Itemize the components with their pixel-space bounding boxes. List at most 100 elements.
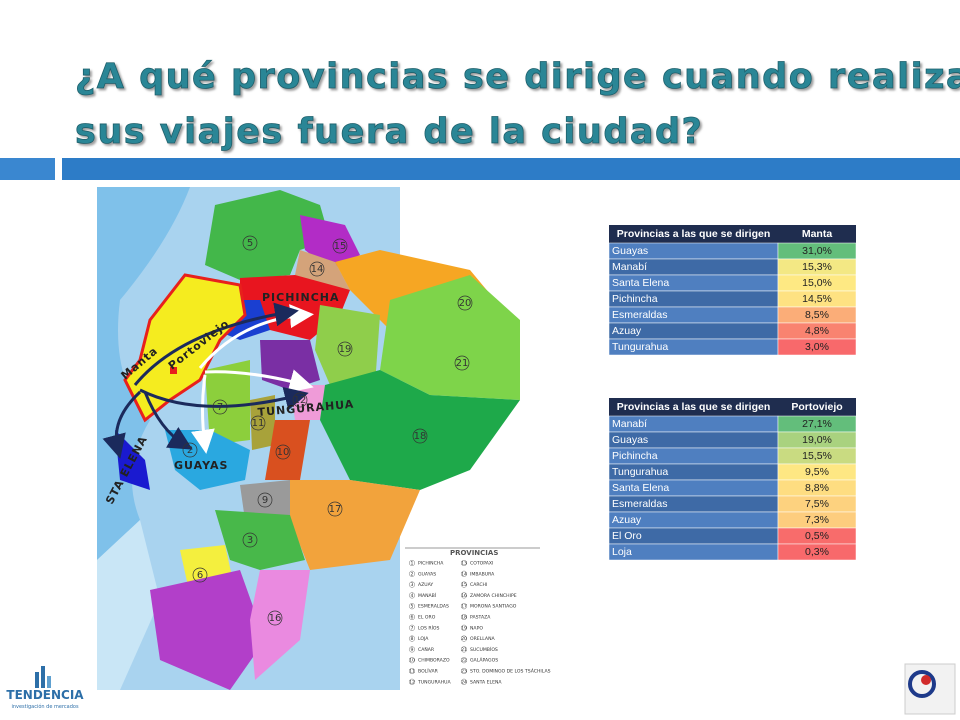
prov-azuay	[215, 510, 305, 570]
legend-number: 6	[411, 615, 414, 621]
legend-name: PICHINCHA	[418, 561, 444, 567]
legend-marker	[409, 657, 416, 664]
legend-marker	[409, 668, 416, 675]
legend-number: 15	[461, 582, 467, 588]
table-header-bg	[609, 398, 856, 416]
prov-bolivar	[250, 395, 275, 450]
legend-marker	[409, 614, 416, 621]
map-number-circle	[275, 444, 291, 460]
table-value: 8,5%	[805, 309, 829, 321]
header-bar	[62, 158, 960, 180]
map-number: 21	[456, 358, 469, 369]
title-line-2-continuation: sus viajes fuera de la ciudad?	[75, 112, 703, 152]
arrow	[191, 374, 215, 454]
table-value: 15,5%	[802, 450, 832, 462]
legend-number: 10	[409, 658, 415, 664]
map-label: PICHINCHA	[262, 291, 340, 304]
tables: Provincias a las que se dirigen Manta Guay…	[608, 225, 857, 561]
legend-marker	[409, 560, 416, 567]
table-value: 27,1%	[802, 418, 832, 430]
map-number-circle	[327, 501, 343, 517]
map-number: 17	[329, 504, 342, 515]
legend-name: ORELLANA	[470, 636, 496, 642]
map-number: 20	[459, 298, 472, 309]
arrow	[133, 302, 299, 386]
table-province: Loja	[612, 546, 632, 558]
legend-number: 7	[411, 625, 414, 631]
prov-chimborazo	[265, 420, 310, 480]
legend-marker	[461, 592, 468, 599]
prov-canar	[240, 480, 290, 520]
legend-name: GALÁPAGOS	[470, 657, 498, 664]
prov-napo	[315, 305, 380, 385]
legend-name: AZUAY	[418, 582, 433, 588]
table-value: 3,0%	[805, 341, 829, 353]
table-province: Pichincha	[612, 293, 658, 305]
map-number-circle	[337, 341, 353, 357]
legend-marker	[461, 614, 468, 621]
legend-marker	[461, 581, 468, 588]
table-value: 7,3%	[805, 514, 829, 526]
table-value: 8,8%	[805, 482, 829, 494]
arrow	[139, 386, 309, 411]
map-number: 10	[277, 447, 290, 458]
table-province: Guayas	[612, 245, 648, 257]
prov-zamora	[250, 570, 310, 680]
table-province: El Oro	[612, 530, 642, 542]
table-header: Portoviejo	[791, 401, 842, 413]
map-number-circle	[292, 392, 308, 408]
legend-marker	[409, 624, 416, 631]
table-province: Azuay	[612, 325, 642, 337]
map-number-circle	[309, 261, 325, 277]
map-number: 18	[414, 431, 427, 442]
table-province: Esmeraldas	[612, 498, 667, 510]
legend-name: CARCHI	[470, 582, 487, 588]
logo-tendencia: TENDENCIA investigación de mercados	[6, 666, 84, 710]
map-number: 5	[247, 238, 253, 249]
map-number: 19	[339, 344, 352, 355]
legend-number: 12	[409, 679, 415, 685]
map-number: 11	[252, 418, 265, 429]
legend-marker	[461, 570, 468, 577]
legend-name: COTOPAXI	[470, 561, 493, 567]
legend-name: CHIMBORAZO	[418, 658, 450, 664]
table-value: 14,5%	[802, 293, 832, 305]
legend-marker	[409, 592, 416, 599]
legend-number: 4	[411, 593, 414, 599]
table-value: 4,8%	[805, 325, 829, 337]
legend-number: 17	[461, 604, 467, 610]
map-number-circle	[332, 238, 348, 254]
legend-number: 9	[411, 647, 414, 653]
legend-number: 8	[411, 636, 414, 642]
map-number-circle	[242, 235, 258, 251]
legend-name: STO. DOMINGO DE LOS TSÁCHILAS	[470, 668, 551, 675]
map-number-circle	[454, 355, 470, 371]
legend-box	[405, 548, 540, 690]
table-value-bg	[777, 543, 857, 561]
table-cell-bg	[608, 543, 779, 561]
legend-name: ZAMORA CHINCHIPE	[470, 593, 517, 599]
legend-name: PASTAZA	[470, 615, 491, 621]
arrow	[102, 390, 142, 459]
legend-name: IMBABURA	[470, 571, 495, 577]
legend-number: 13	[461, 561, 467, 567]
legend-name: SANTA ELENA	[470, 679, 502, 685]
map-number: 12	[294, 395, 307, 406]
legend-name: BOLÍVAR	[418, 668, 439, 675]
prov-morona	[290, 480, 420, 570]
table-value: 0,3%	[805, 546, 829, 558]
legend-marker	[461, 560, 468, 567]
legend-name: MORONA SANTIAGO	[470, 604, 517, 610]
table-province: Azuay	[612, 514, 642, 526]
header-square	[0, 158, 55, 180]
legend-number: 2	[411, 571, 414, 577]
legend-name: CAÑAR	[418, 646, 435, 653]
prov-los-rios	[205, 360, 250, 445]
table-province: Santa Elena	[612, 482, 669, 494]
map-number-circle	[267, 610, 283, 626]
table-value: 0,5%	[805, 530, 829, 542]
legend-number: 21	[461, 647, 467, 653]
table-header: Provincias a las que se dirigen	[617, 228, 770, 240]
logo-name: TENDENCIA	[6, 688, 84, 702]
